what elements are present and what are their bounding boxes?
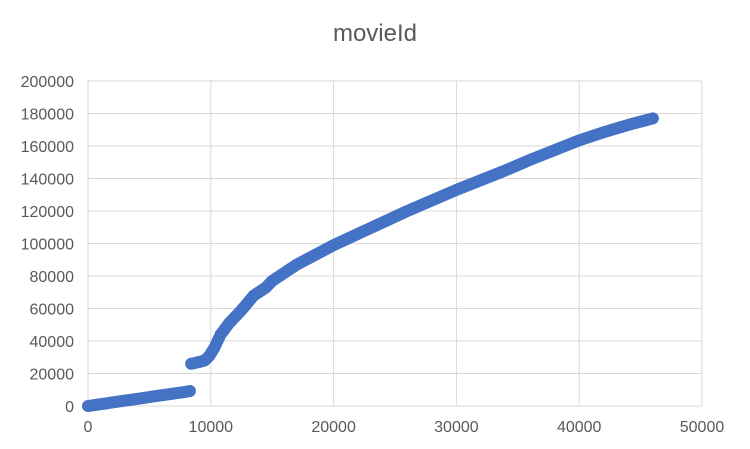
y-tick-label: 180000 — [21, 107, 74, 124]
y-tick-label: 80000 — [30, 269, 75, 286]
x-tick-label: 50000 — [680, 419, 725, 436]
y-tick-label: 120000 — [21, 204, 74, 221]
y-tick-label: 0 — [65, 399, 74, 416]
y-tick-label: 200000 — [21, 74, 74, 91]
data-points — [82, 112, 659, 412]
y-tick-label: 40000 — [30, 334, 75, 351]
x-tick-label: 10000 — [189, 419, 234, 436]
x-axis-ticks: 0 10000 20000 30000 40000 50000 — [84, 419, 725, 436]
y-axis-ticks: 0 20000 40000 60000 80000 100000 120000 140000 1… — [21, 74, 74, 416]
data-point — [644, 112, 657, 125]
x-tick-label: 30000 — [434, 419, 479, 436]
x-tick-label: 0 — [84, 419, 93, 436]
y-tick-label: 100000 — [21, 237, 74, 254]
data-point — [182, 385, 195, 398]
gridlines — [87, 80, 703, 407]
y-tick-label: 60000 — [30, 302, 75, 319]
y-tick-label: 160000 — [21, 139, 74, 156]
chart-title: movieId — [332, 20, 418, 47]
y-tick-label: 20000 — [30, 367, 75, 384]
x-tick-label: 40000 — [557, 419, 602, 436]
y-tick-label: 140000 — [21, 172, 74, 189]
x-tick-label: 20000 — [311, 419, 356, 436]
